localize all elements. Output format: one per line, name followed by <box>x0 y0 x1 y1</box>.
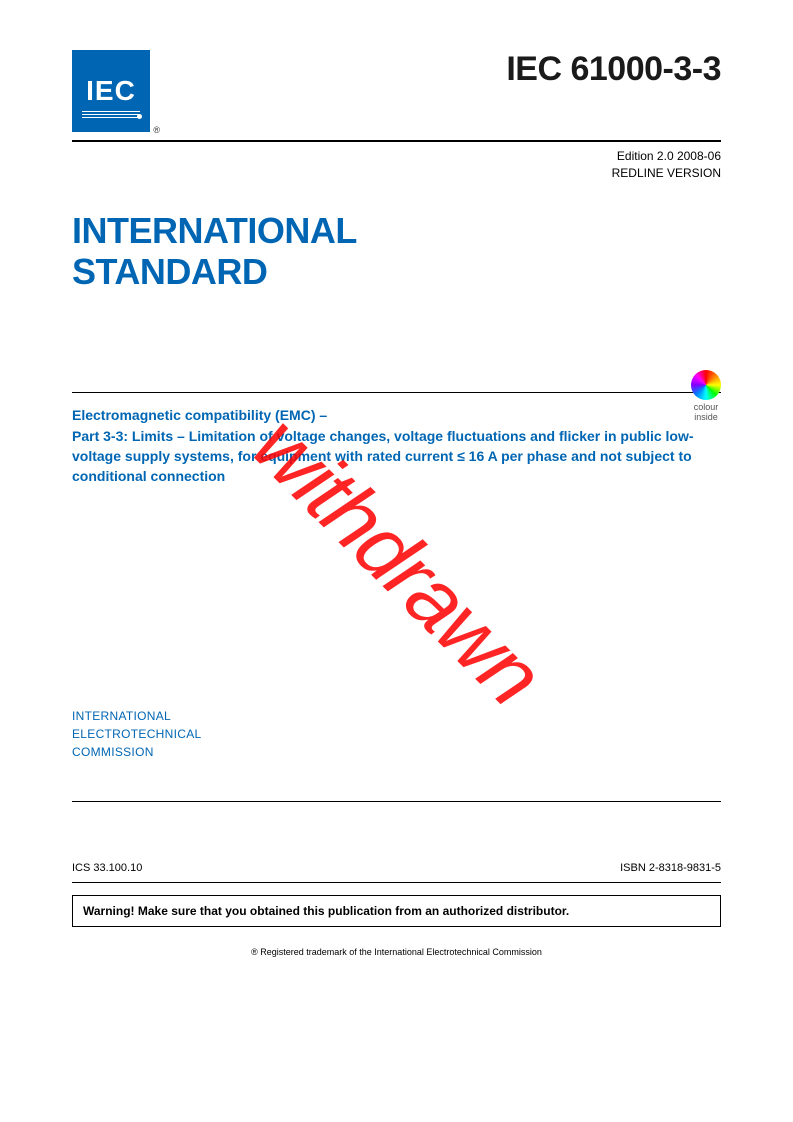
colour-inside-badge: colour inside <box>691 370 721 423</box>
version-line: REDLINE VERSION <box>72 165 721 182</box>
subtitle-line1: Electromagnetic compatibility (EMC) – <box>72 405 721 425</box>
footer-codes: ICS 33.100.10 ISBN 2-8318-9831-5 <box>72 862 721 874</box>
main-title-line1: INTERNATIONAL <box>72 210 721 251</box>
document-number: IEC 61000-3-3 <box>506 50 721 89</box>
main-title: INTERNATIONAL STANDARD <box>72 210 721 293</box>
logo-text: IEC <box>86 75 136 107</box>
registered-mark-icon: ® <box>153 125 160 135</box>
subtitle-line2: Part 3-3: Limits – Limitation of voltage… <box>72 426 721 487</box>
trademark-note: ® Registered trademark of the Internatio… <box>72 947 721 957</box>
isbn-code: ISBN 2-8318-9831-5 <box>620 862 721 874</box>
colour-label-2: inside <box>691 413 721 423</box>
document-page: IEC ® IEC 61000-3-3 Edition 2.0 2008-06 … <box>0 0 793 1122</box>
divider-before-footer <box>72 801 721 802</box>
commission-name: INTERNATIONAL ELECTROTECHNICAL COMMISSIO… <box>72 707 721 761</box>
edition-line: Edition 2.0 2008-06 <box>72 148 721 165</box>
header-row: IEC ® IEC 61000-3-3 <box>72 50 721 132</box>
edition-info: Edition 2.0 2008-06 REDLINE VERSION <box>72 148 721 182</box>
commission-line2: ELECTROTECHNICAL <box>72 725 721 743</box>
colour-wheel-icon <box>691 370 721 400</box>
warning-box: Warning! Make sure that you obtained thi… <box>72 895 721 927</box>
warning-text: Warning! Make sure that you obtained thi… <box>83 904 569 918</box>
divider-before-subtitle <box>72 392 721 393</box>
logo-lines-icon <box>82 111 140 120</box>
ics-code: ICS 33.100.10 <box>72 862 142 874</box>
divider-thick <box>72 140 721 142</box>
main-title-line2: STANDARD <box>72 251 721 292</box>
commission-line3: COMMISSION <box>72 743 721 761</box>
iec-logo: IEC ® <box>72 50 150 132</box>
divider-after-codes <box>72 882 721 883</box>
commission-line1: INTERNATIONAL <box>72 707 721 725</box>
subtitle: Electromagnetic compatibility (EMC) – Pa… <box>72 405 721 486</box>
